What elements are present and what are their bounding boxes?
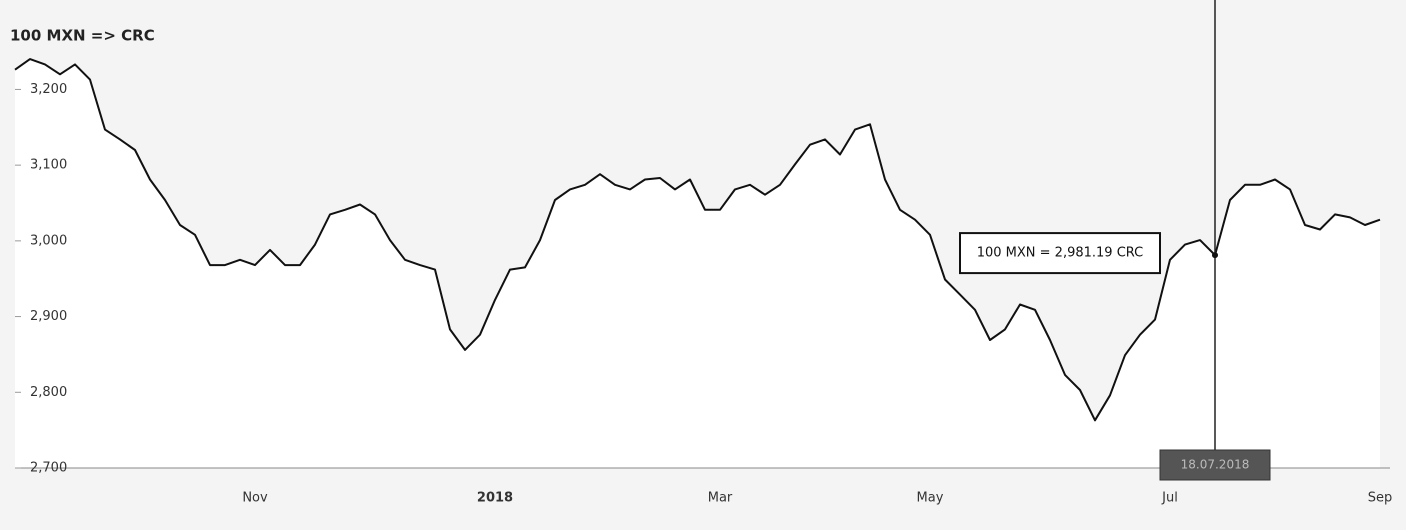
y-tick-label: 3,200 — [30, 82, 67, 97]
x-tick-label: Sep — [1368, 491, 1393, 506]
y-tick-label: 3,000 — [30, 233, 67, 248]
x-tick-label: Jul — [1161, 491, 1178, 506]
y-tick-label: 2,900 — [30, 309, 67, 324]
tooltip-text: 100 MXN = 2,981.19 CRC — [977, 246, 1144, 261]
date-label: 18.07.2018 — [1181, 458, 1250, 472]
area — [15, 59, 1380, 468]
x-tick-label: 2018 — [477, 491, 513, 506]
tooltip-box — [959, 232, 1161, 275]
y-tick-label: 2,700 — [30, 461, 67, 476]
y-tick-label: 2,800 — [30, 385, 67, 400]
date-label-box — [1159, 449, 1271, 481]
x-tick-label: Mar — [708, 491, 733, 506]
y-tick-label: 3,100 — [30, 158, 67, 173]
chart-title: 100 MXN => CRC — [10, 27, 155, 45]
x-tick-label: Nov — [242, 491, 268, 506]
x-tick-label: May — [917, 491, 944, 506]
line — [14, 58, 1381, 422]
hover-point — [1212, 252, 1218, 259]
